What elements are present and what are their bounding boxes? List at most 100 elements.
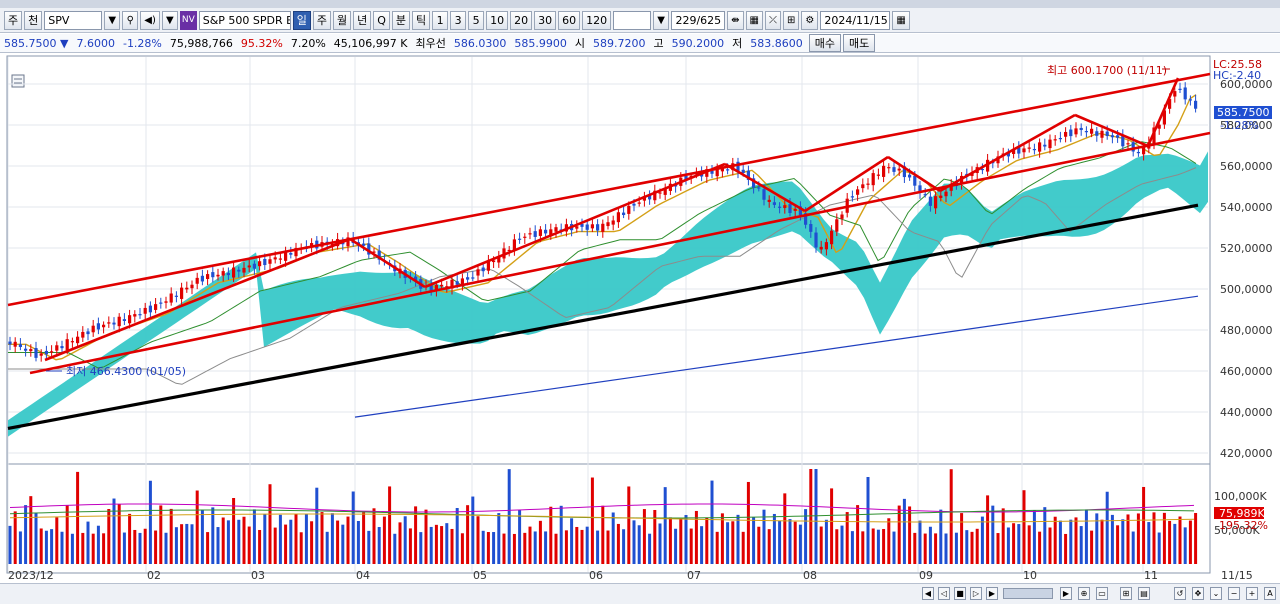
zoom-full-icon[interactable]: ⊞ (1120, 587, 1132, 600)
volume-bar-182 (954, 532, 958, 564)
trend-zigzag-1 (349, 237, 426, 289)
search-icon[interactable]: ⚲ (122, 10, 139, 30)
volume-bar-70 (372, 508, 376, 564)
reset-icon[interactable]: ↺ (1174, 587, 1186, 600)
candle-body-134 (705, 169, 709, 177)
volume-bar-176 (923, 533, 927, 564)
date-tick-label-9: 10 (1023, 569, 1037, 582)
scroll-thumb[interactable] (1003, 588, 1053, 599)
candle-body-89 (471, 277, 475, 279)
count-input[interactable]: 229/625 (671, 10, 726, 30)
period-tick-button[interactable]: 틱 (412, 10, 431, 30)
layout-icon[interactable]: ▤ (1138, 587, 1150, 600)
data-table-icon[interactable] (11, 74, 25, 88)
period-year-button[interactable]: 년 (353, 10, 372, 30)
scroll-end-icon[interactable]: ▶ (1060, 587, 1072, 600)
chart-settings-icon[interactable]: ▦ (745, 10, 763, 30)
volume-bar-121 (637, 525, 641, 564)
volume-bar-169 (887, 518, 891, 564)
candle-body-42 (226, 273, 230, 276)
volume-bar-24 (133, 529, 137, 564)
volume-bar-116 (611, 512, 615, 564)
candle-body-142 (746, 170, 750, 180)
candle-body-97 (512, 239, 516, 251)
indicator-icon[interactable]: ⊞ (783, 10, 800, 30)
candle-body-144 (757, 187, 761, 189)
high-label: 고 (653, 37, 664, 50)
volume-bar-50 (268, 484, 272, 564)
date-input[interactable]: 2024/11/15 (820, 10, 891, 30)
auto-icon[interactable]: A (1264, 587, 1276, 600)
volume-bar-1 (13, 511, 17, 564)
scroll-right-icon[interactable]: ▶ (986, 587, 998, 600)
zoom-out-icon[interactable]: − (1228, 587, 1240, 600)
next-icon[interactable]: ▷ (970, 587, 982, 600)
date-axis: 2023/12 02 03 04 05 06 07 08 09 10 11 11/15 (8, 569, 1253, 582)
candle-body-83 (440, 284, 444, 287)
candle-body-112 (590, 224, 594, 229)
link-icon[interactable]: ⇼ (727, 10, 744, 30)
interval-5-button[interactable]: 5 (468, 10, 485, 30)
candle-body-159 (835, 219, 839, 232)
volume-bar-4 (29, 496, 33, 564)
candle-body-104 (549, 229, 553, 236)
calendar-icon[interactable]: ▦ (892, 10, 910, 30)
price-tick-label-4: 520,0000 (1220, 242, 1273, 255)
interval-30-button[interactable]: 30 (534, 10, 557, 30)
symbol-input[interactable]: SPV (44, 10, 103, 30)
candle-body-178 (934, 196, 938, 209)
volume-bar-210 (1100, 519, 1104, 564)
volume-bar-146 (767, 529, 771, 564)
period-month-button[interactable]: 월 (332, 10, 352, 30)
buy-button[interactable]: 매수 (808, 34, 841, 52)
volume-bar-175 (918, 520, 922, 564)
window-icon[interactable]: ▭ (1096, 587, 1108, 600)
chevron-down-icon-3[interactable]: ▼ (653, 10, 670, 30)
period-minute-button[interactable]: 분 (391, 10, 411, 30)
volume-bar-101 (533, 531, 537, 564)
period-day-button[interactable]: 일 (292, 10, 311, 30)
chevron-down-icon-2[interactable]: ▼ (161, 10, 178, 30)
candle-body-223 (1168, 98, 1172, 109)
volume-bar-198 (1038, 531, 1042, 564)
interval-20-button[interactable]: 20 (510, 10, 533, 30)
volume-bar-43 (232, 498, 236, 564)
speaker-icon[interactable]: ◀) (140, 10, 160, 30)
scroll-left-icon[interactable]: ◀ (922, 587, 934, 600)
stop-icon[interactable]: ■ (954, 587, 966, 600)
candle-body-84 (445, 286, 449, 288)
price-tick-label-0: 600,0000 (1220, 78, 1273, 91)
custom-interval-input[interactable] (613, 10, 652, 30)
candle-body-206 (1079, 127, 1083, 131)
interval-60-button[interactable]: 60 (558, 10, 581, 30)
gear-icon[interactable]: ⚙ (801, 10, 819, 30)
candle-body-162 (850, 196, 854, 198)
tool-icon[interactable]: ⊕ (1078, 587, 1090, 600)
candle-body-153 (804, 213, 808, 225)
period-week-button[interactable]: 주 (312, 10, 331, 30)
trend-lines (7, 72, 1211, 375)
scroll-chevron-icon[interactable]: ⌄ (1210, 587, 1222, 600)
interval-10-button[interactable]: 10 (486, 10, 509, 30)
sell-button[interactable]: 매도 (842, 34, 876, 52)
interval-3-button[interactable]: 3 (450, 10, 467, 30)
candle-body-204 (1069, 129, 1073, 137)
interval-120-button[interactable]: 120 (582, 10, 612, 30)
volume-bar-155 (814, 469, 818, 564)
candle-body-46 (247, 265, 251, 268)
compare-icon[interactable]: ⤫ (765, 10, 781, 30)
interval-1-button[interactable]: 1 (432, 10, 449, 30)
prev-icon[interactable]: ◁ (938, 587, 950, 600)
candle-body-141 (741, 169, 745, 174)
price-chart[interactable]: 600,0000 580,0000 560,0000 540,0000 520,0000… (0, 53, 1280, 583)
trend-zigzag-8 (1146, 77, 1180, 147)
zoom-in-icon[interactable]: + (1246, 587, 1258, 600)
price-tick-label-3: 540,0000 (1220, 201, 1273, 214)
period-quarter-button[interactable]: Q (373, 10, 390, 30)
chevron-down-icon[interactable]: ▼ (104, 10, 121, 30)
unit-select[interactable]: 천 (24, 10, 43, 30)
volume-bar-162 (850, 531, 854, 564)
candle-body-5 (34, 348, 38, 358)
move-icon[interactable]: ✥ (1192, 587, 1204, 600)
mode-select[interactable]: 주 (4, 10, 23, 30)
